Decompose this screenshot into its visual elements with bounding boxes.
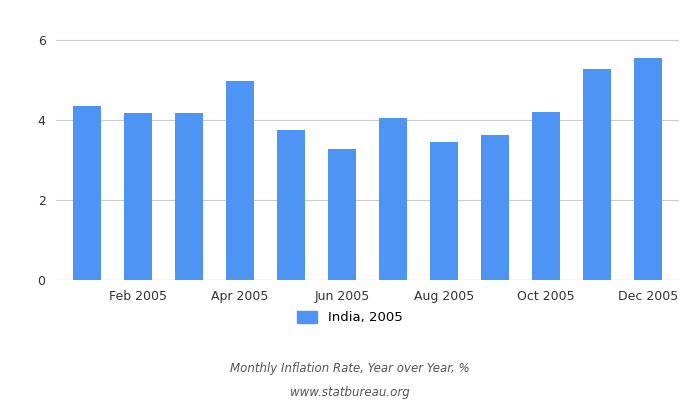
Bar: [226, 81, 254, 280]
Text: www.statbureau.org: www.statbureau.org: [290, 386, 410, 399]
Bar: [532, 112, 560, 280]
Bar: [328, 149, 356, 280]
Bar: [124, 113, 152, 280]
Text: Monthly Inflation Rate, Year over Year, %: Monthly Inflation Rate, Year over Year, …: [230, 362, 470, 375]
Bar: [583, 69, 611, 280]
Bar: [73, 106, 101, 280]
Bar: [175, 113, 203, 280]
Bar: [379, 118, 407, 280]
Bar: [481, 135, 509, 280]
Bar: [634, 58, 662, 280]
Bar: [277, 130, 305, 280]
Legend: India, 2005: India, 2005: [292, 306, 408, 330]
Bar: [430, 142, 458, 280]
